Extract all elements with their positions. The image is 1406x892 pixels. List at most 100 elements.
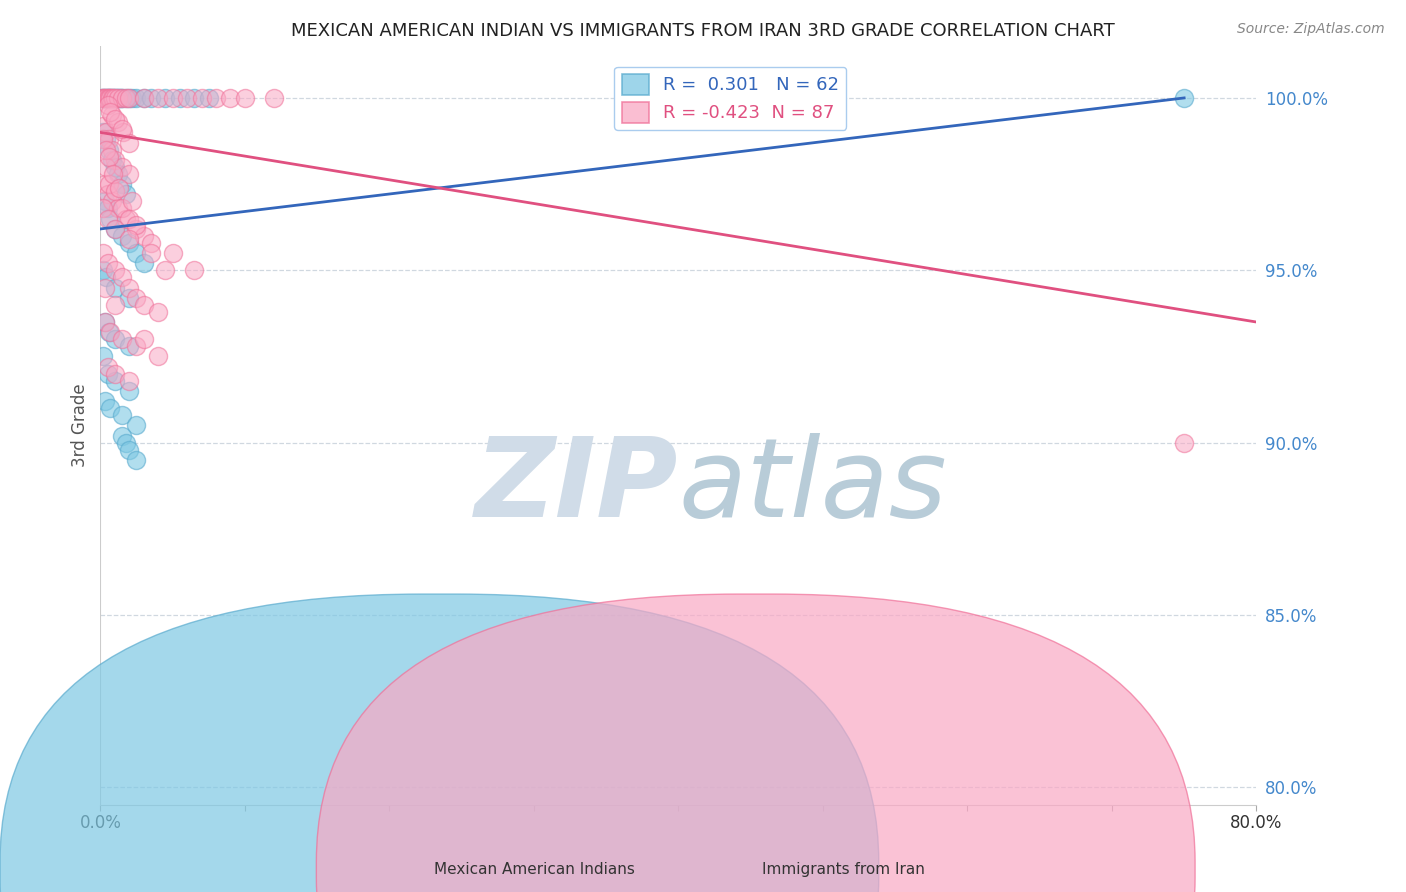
Point [118, 339, 141, 353]
Point [146, 350, 169, 364]
Point [155, 263, 177, 277]
Point [100, 104, 122, 119]
Point [112, 125, 135, 139]
Point [118, 136, 141, 150]
Point [111, 408, 134, 422]
Point [100, 326, 122, 340]
Point [104, 332, 127, 346]
Point [101, 108, 124, 122]
Point [91, 125, 114, 139]
Point [125, 418, 148, 433]
Point [118, 232, 141, 246]
Point [132, 228, 155, 243]
Point [100, 91, 122, 105]
Point [110, 91, 132, 105]
Point [93, 315, 115, 329]
Point [111, 177, 134, 191]
Text: Immigrants from Iran: Immigrants from Iran [762, 863, 925, 877]
Legend: R =  0.301   N = 62, R = -0.423  N = 87: R = 0.301 N = 62, R = -0.423 N = 87 [614, 67, 846, 130]
Point [91, 132, 114, 146]
Point [139, 91, 162, 105]
Point [93, 394, 115, 409]
Point [125, 91, 148, 105]
Point [107, 91, 129, 105]
Point [183, 263, 205, 277]
Point [93, 194, 115, 209]
Point [91, 246, 114, 260]
Point [94, 160, 117, 174]
Point [101, 153, 124, 167]
Point [125, 219, 148, 233]
Point [97, 367, 120, 381]
Point [162, 246, 184, 260]
Point [104, 367, 127, 381]
Point [111, 270, 134, 285]
Point [90, 91, 112, 105]
Point [108, 91, 131, 105]
Point [97, 187, 120, 202]
Point [104, 222, 127, 236]
Point [98, 326, 121, 340]
Point [97, 211, 120, 226]
Point [118, 235, 141, 250]
Point [94, 270, 117, 285]
Point [91, 201, 114, 215]
Point [98, 177, 121, 191]
Point [155, 91, 177, 105]
Point [118, 374, 141, 388]
Point [111, 91, 134, 105]
Point [98, 132, 121, 146]
Point [146, 91, 169, 105]
Point [118, 280, 141, 294]
Point [91, 91, 114, 105]
Point [115, 435, 138, 450]
Point [1173, 435, 1195, 450]
Point [101, 91, 124, 105]
Point [104, 91, 127, 105]
Point [93, 91, 115, 105]
Point [94, 125, 117, 139]
Point [97, 201, 120, 215]
Point [139, 246, 162, 260]
Point [91, 350, 114, 364]
Point [118, 211, 141, 226]
Point [118, 442, 141, 457]
Point [107, 201, 129, 215]
Point [125, 291, 148, 305]
Point [100, 211, 122, 226]
Point [98, 91, 121, 105]
Point [104, 280, 127, 294]
Point [103, 91, 125, 105]
Point [101, 194, 124, 209]
Point [111, 201, 134, 215]
Point [111, 429, 134, 443]
Point [107, 115, 129, 129]
Point [104, 160, 127, 174]
Point [104, 298, 127, 312]
Point [162, 91, 184, 105]
Point [111, 91, 134, 105]
Point [104, 374, 127, 388]
Text: Mexican American Indians: Mexican American Indians [434, 863, 634, 877]
Point [115, 211, 138, 226]
Point [125, 339, 148, 353]
Point [118, 91, 141, 105]
Point [107, 91, 129, 105]
Point [104, 184, 127, 198]
Point [121, 91, 143, 105]
Point [111, 228, 134, 243]
Point [101, 91, 124, 105]
Point [93, 177, 115, 191]
Y-axis label: 3rd Grade: 3rd Grade [72, 384, 89, 467]
Point [94, 91, 117, 105]
Point [103, 167, 125, 181]
Point [100, 91, 122, 105]
Point [115, 91, 138, 105]
Point [98, 149, 121, 163]
Point [91, 119, 114, 133]
Point [103, 91, 125, 105]
Point [118, 291, 141, 305]
Point [104, 91, 127, 105]
Point [97, 256, 120, 270]
Point [93, 91, 115, 105]
